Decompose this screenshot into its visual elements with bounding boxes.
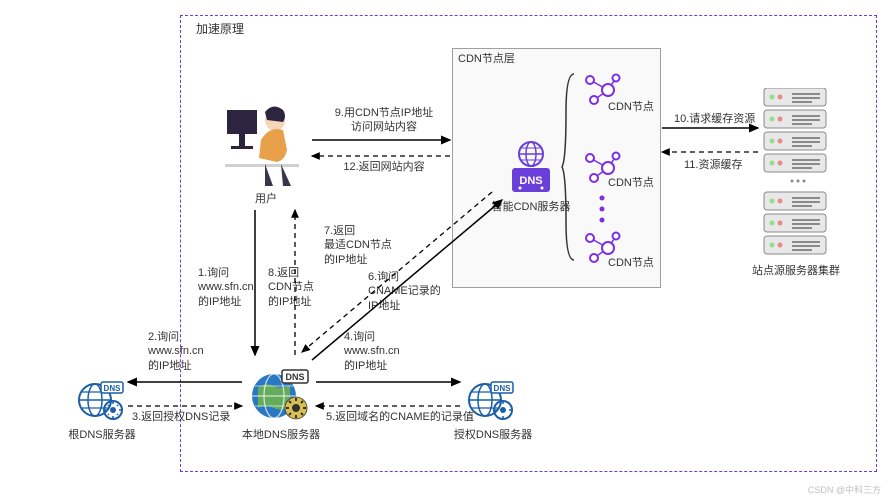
svg-text:DNS: DNS (285, 372, 304, 382)
edge-7: 7.返回 最适CDN节点 的IP地址 (324, 224, 392, 267)
edge-1: 1.询问 www.sfn.cn 的IP地址 (198, 266, 254, 309)
root-dns-label: 根DNS服务器 (62, 428, 142, 442)
edge-2: 2.询问 www.sfn.cn 的IP地址 (148, 330, 204, 373)
edge-8: 8.返回 CDN节点 的IP地址 (268, 266, 314, 309)
edge-5: 5.返回域名的CNAME的记录值 (326, 410, 474, 424)
title: 加速原理 (196, 22, 244, 38)
cdn-node3-label: CDN节点 (608, 256, 654, 270)
svg-text:DNS: DNS (104, 384, 122, 393)
user-label: 用户 (248, 192, 284, 206)
edge-11: 11.资源缓存 (684, 158, 742, 172)
edge-9: 9.用CDN节点IP地址 访问网站内容 (324, 106, 444, 135)
edge-6: 6.询问 CNAME记录的 IP地址 (368, 270, 441, 313)
root-dns-icon: DNS (75, 372, 125, 422)
smart-cdn-label: 智能CDN服务器 (488, 200, 574, 214)
origin-label: 站点源服务器集群 (742, 264, 850, 278)
cdn-layer-frame (452, 48, 661, 288)
svg-text:DNS: DNS (519, 175, 542, 187)
watermark: CSDN @中科三方 (808, 483, 881, 496)
auth-dns-label: 授权DNS服务器 (450, 428, 536, 442)
local-dns-icon: DNS (246, 358, 312, 424)
cdn-node2-label: CDN节点 (608, 176, 654, 190)
local-dns-label: 本地DNS服务器 (238, 428, 324, 442)
edge-3: 3.返回授权DNS记录 (132, 410, 230, 424)
user-icon (225, 98, 305, 188)
ellipsis-icon (596, 194, 608, 224)
edge-12: 12.返回网站内容 (336, 160, 432, 174)
origin-servers-icon (762, 88, 828, 258)
cdn-layer-title: CDN节点层 (458, 52, 515, 66)
edge-10: 10.请求缓存资源 (674, 112, 755, 126)
smart-cdn-icon: DNS (508, 140, 554, 196)
svg-text:DNS: DNS (494, 384, 512, 393)
brace-icon (560, 72, 578, 262)
edge-4: 4.询问 www.sfn.cn 的IP地址 (344, 330, 400, 373)
cdn-node1-label: CDN节点 (608, 100, 654, 114)
